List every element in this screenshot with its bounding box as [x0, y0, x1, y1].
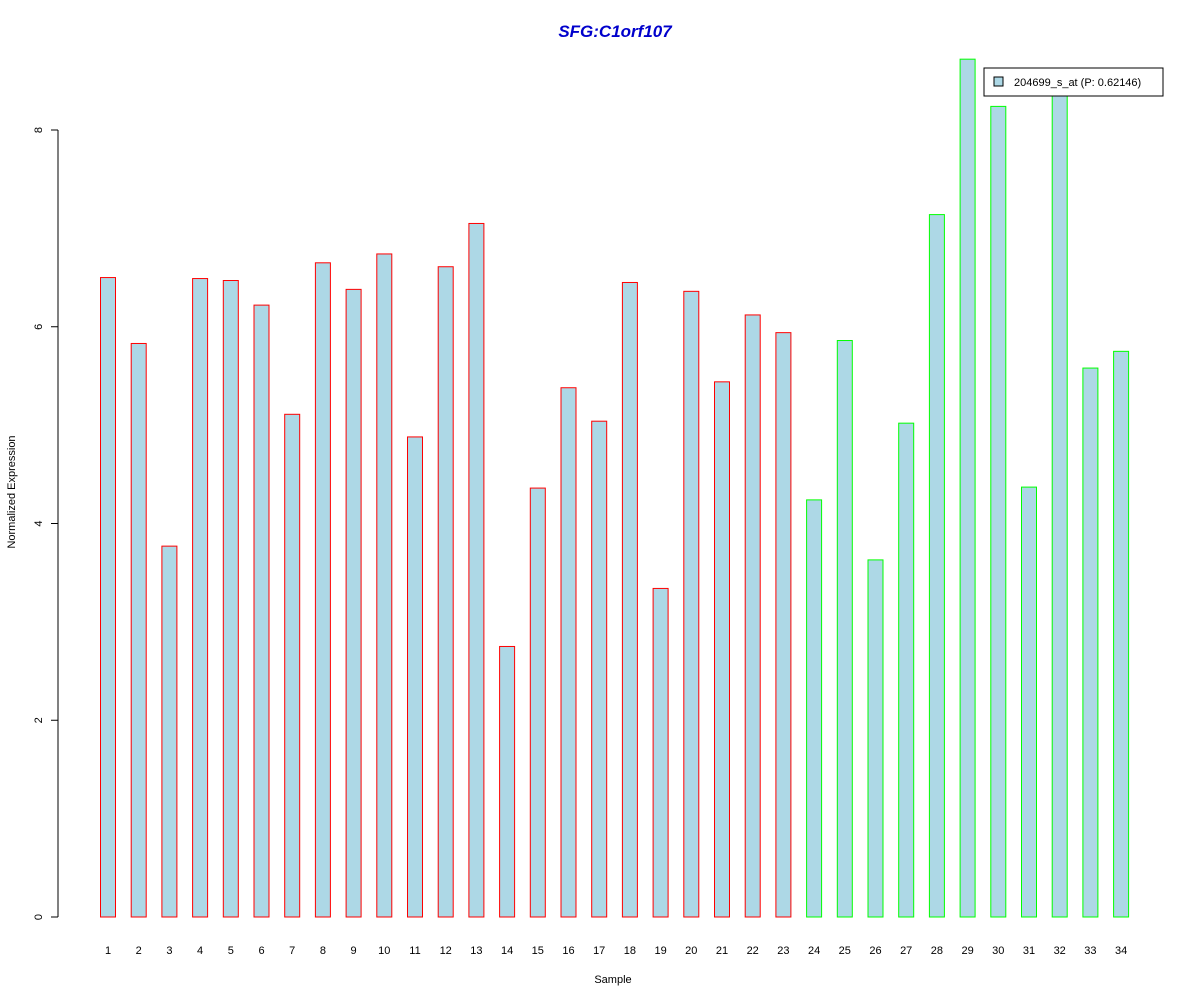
x-tick-label: 17	[593, 945, 605, 957]
bar-sample-33	[1082, 367, 1099, 918]
bar-sample-18	[621, 281, 638, 918]
bar-sample-23	[775, 332, 792, 918]
bar-sample-21	[714, 381, 730, 918]
bar-sample-16	[560, 387, 577, 918]
x-tick-label: 21	[716, 945, 728, 957]
x-tick-label: 26	[869, 945, 881, 957]
x-tick-label: 3	[166, 945, 172, 957]
x-tick-label: 25	[839, 945, 851, 957]
bar-sample-19	[652, 587, 669, 918]
bar-sample-15	[529, 487, 546, 918]
x-tick-label: 16	[562, 945, 574, 957]
bar-sample-12	[437, 266, 454, 918]
legend-box	[983, 67, 1164, 97]
bar-sample-34	[1113, 350, 1130, 918]
x-axis-label: Sample	[594, 974, 631, 986]
bar-sample-6	[253, 304, 270, 918]
x-tick-label: 22	[747, 945, 759, 957]
y-tick-label: 2	[33, 717, 45, 723]
x-tick-label: 34	[1115, 945, 1127, 957]
x-tick-label: 5	[228, 945, 234, 957]
bar-sample-3	[161, 545, 178, 918]
legend: 204699_s_at (P: 0.62146)	[983, 67, 1164, 97]
x-tick-label: 29	[961, 945, 973, 957]
x-tick-labels: 1 2 3 4 5 6 7 8 9 10 11 12 13 14 15 16 17 18 19 20 21 22 23 24 2…	[105, 945, 1127, 957]
x-tick-label: 27	[900, 945, 912, 957]
bar-sample-26	[867, 559, 884, 918]
bar-sample-14	[499, 645, 516, 918]
x-tick-label: 18	[624, 945, 636, 957]
x-tick-label: 11	[409, 945, 420, 957]
bar-sample-32	[1051, 94, 1068, 918]
bar-sample-13	[468, 222, 485, 918]
x-tick-label: 33	[1084, 945, 1096, 957]
x-tick-label: 9	[351, 945, 357, 957]
y-tick-label: 0	[33, 914, 45, 920]
bar-sample-2	[130, 342, 147, 918]
legend-swatch	[993, 76, 1004, 87]
bar-sample-30	[990, 105, 1007, 918]
x-tick-label: 31	[1023, 945, 1035, 957]
chart-title: SFG:C1orf107	[558, 22, 673, 41]
bar-sample-5	[222, 280, 239, 918]
x-tick-label: 14	[501, 945, 513, 957]
x-tick-label: 8	[320, 945, 326, 957]
x-tick-label: 10	[378, 945, 390, 957]
bars	[100, 58, 1130, 918]
x-tick-label: 6	[258, 945, 264, 957]
x-tick-label: 7	[289, 945, 295, 957]
y-axis-label: Normalized Expression	[6, 435, 18, 548]
bar-sample-31	[1021, 486, 1037, 918]
bar-sample-17	[591, 420, 608, 918]
bar-sample-29	[959, 58, 976, 918]
x-tick-label: 19	[654, 945, 666, 957]
bar-sample-8	[314, 262, 331, 918]
legend-label: 204699_s_at (P: 0.62146)	[1014, 77, 1141, 89]
x-tick-label: 24	[808, 945, 820, 957]
bar-sample-27	[898, 422, 915, 918]
x-tick-label: 20	[685, 945, 697, 957]
bar-sample-9	[345, 288, 362, 918]
y-axis: 0 2 4 6 8	[33, 127, 59, 920]
x-tick-label: 1	[105, 945, 111, 957]
y-tick-label: 4	[33, 520, 45, 526]
bar-sample-4	[192, 278, 209, 918]
bar-sample-25	[836, 340, 853, 918]
bar-sample-20	[683, 290, 700, 918]
x-tick-label: 2	[136, 945, 142, 957]
x-tick-label: 12	[440, 945, 452, 957]
bar-sample-11	[407, 436, 423, 918]
y-tick-label: 8	[33, 127, 45, 133]
bar-sample-28	[928, 214, 945, 918]
bar-sample-1	[100, 277, 116, 918]
x-tick-label: 13	[470, 945, 482, 957]
bar-sample-7	[284, 413, 301, 918]
y-tick-label: 6	[33, 324, 45, 330]
bar-sample-22	[744, 314, 761, 918]
x-tick-label: 30	[992, 945, 1004, 957]
x-tick-label: 32	[1054, 945, 1066, 957]
x-tick-label: 23	[777, 945, 789, 957]
x-tick-label: 4	[197, 945, 203, 957]
bar-sample-24	[806, 499, 823, 918]
bar-sample-10	[376, 253, 393, 918]
x-tick-label: 28	[931, 945, 943, 957]
x-tick-label: 15	[532, 945, 544, 957]
